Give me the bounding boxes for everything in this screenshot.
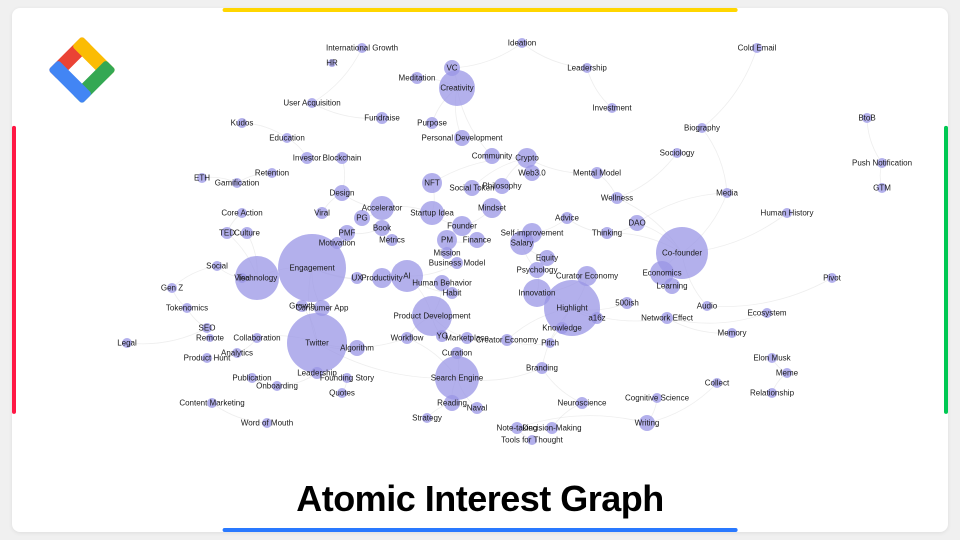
- border-bottom: [223, 528, 738, 532]
- card: EngagementTwitterHighlightCo-founderTech…: [12, 8, 948, 532]
- page-title: Atomic Interest Graph: [12, 478, 948, 520]
- network-graph: EngagementTwitterHighlightCo-founderTech…: [12, 8, 948, 463]
